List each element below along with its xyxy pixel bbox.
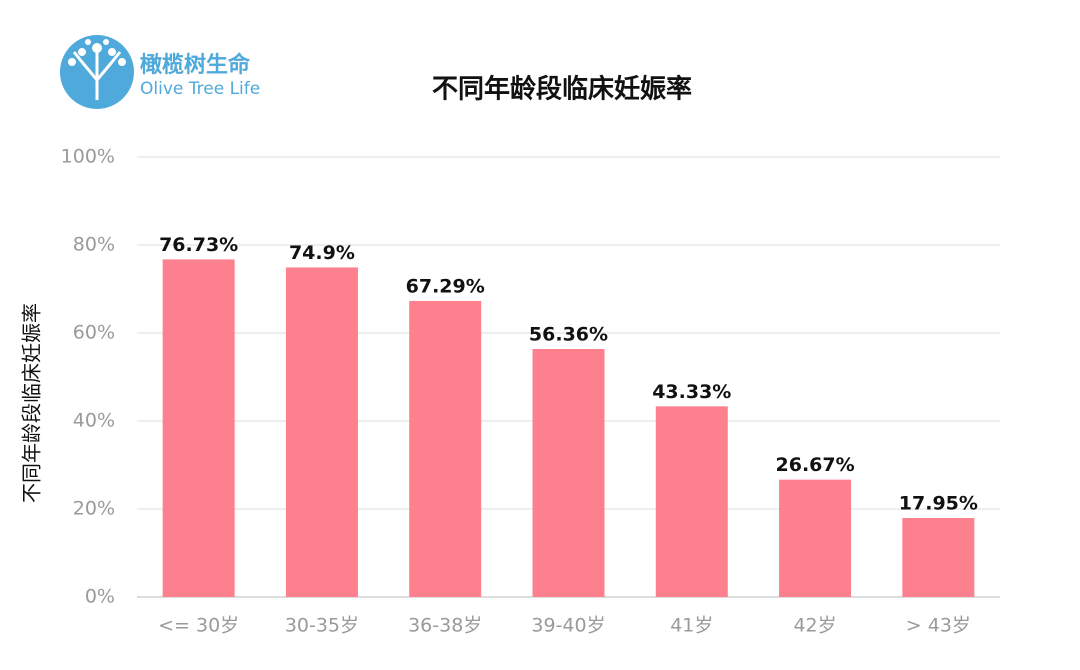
logo-name: 橄榄树生命: [140, 52, 251, 78]
bar: [655, 406, 728, 597]
value-label: 56.36%: [529, 324, 608, 346]
bar: [902, 518, 975, 597]
bar: [285, 267, 358, 597]
logo-subtitle: Olive Tree Life: [140, 79, 260, 99]
y-axis-label: 不同年龄段临床妊娠率: [20, 303, 44, 503]
value-label: 74.9%: [289, 242, 355, 264]
y-tick-label: 100%: [61, 146, 115, 168]
bar: [162, 259, 235, 597]
bar: [409, 300, 482, 597]
bar: [532, 349, 605, 597]
x-tick-label: 39-40岁: [531, 615, 605, 637]
x-tick-label: > 43岁: [906, 615, 971, 637]
x-tick-label: 30-35岁: [285, 615, 359, 637]
y-tick-label: 80%: [73, 234, 115, 256]
bar: [779, 479, 852, 597]
y-tick-label: 0%: [85, 586, 115, 608]
value-label: 67.29%: [406, 275, 485, 297]
y-tick-label: 40%: [73, 410, 115, 432]
x-tick-label: 41岁: [670, 615, 713, 637]
value-label: 26.67%: [776, 454, 855, 476]
value-label: 76.73%: [159, 234, 238, 256]
x-tick-label: <= 30岁: [158, 615, 239, 637]
x-tick-label: 42岁: [793, 615, 836, 637]
x-tick-label: 36-38岁: [408, 615, 482, 637]
logo: 橄榄树生命 Olive Tree Life: [60, 35, 260, 109]
logo-leaves: [68, 39, 126, 66]
y-tick-label: 60%: [73, 322, 115, 344]
chart-title: 不同年龄段临床妊娠率: [432, 74, 692, 105]
value-label: 17.95%: [899, 493, 978, 515]
logo-tree: [72, 51, 122, 100]
y-tick-label: 20%: [73, 498, 115, 520]
value-label: 43.33%: [652, 381, 731, 403]
